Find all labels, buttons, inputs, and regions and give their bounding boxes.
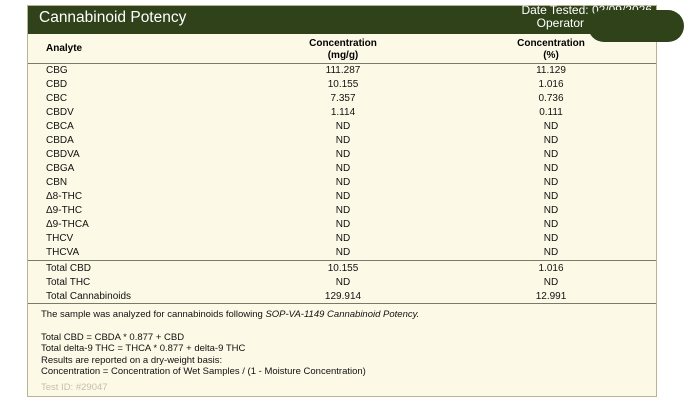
concentration-mg-cell: ND	[335, 247, 351, 258]
concentration-pct-cell: 11.129	[536, 65, 566, 76]
table-row: CBGA ND ND	[28, 162, 656, 176]
column-header-mg-line1: Concentration	[309, 38, 377, 49]
column-header-mg-line2: (mg/g)	[327, 50, 359, 61]
concentration-pct-cell: 0.736	[538, 93, 564, 104]
notes-intro-prefix: The sample was analyzed for cannabinoids…	[41, 309, 266, 320]
analyte-cell: CBN	[46, 177, 68, 188]
concentration-mg-cell: ND	[335, 205, 351, 216]
analyte-cell: CBDVA	[46, 149, 80, 160]
formula-total-thc: Total delta-9 THC = THCA * 0.877 + delta…	[41, 343, 246, 354]
concentration-pct-cell: ND	[543, 191, 559, 202]
table-row: THCV ND ND	[28, 232, 656, 246]
header-divider	[28, 63, 656, 64]
concentration-mg-cell: ND	[335, 149, 351, 160]
table-row: CBG 111.287 11.129	[28, 64, 656, 78]
table-row: CBDV 1.114 0.111	[28, 106, 656, 120]
test-id: Test ID: #29047	[41, 382, 108, 393]
analyte-cell: Total THC	[46, 277, 91, 288]
analyte-cell: Total Cannabinoids	[46, 291, 132, 302]
table-row: CBCA ND ND	[28, 120, 656, 134]
analyte-cell: CBDA	[46, 135, 74, 146]
concentration-pct-cell: ND	[543, 163, 559, 174]
concentration-pct-cell: ND	[543, 177, 559, 188]
report-header: Cannabinoid Potency Date Tested: 02/09/2…	[28, 4, 656, 34]
concentration-mg-cell: 1.114	[330, 107, 356, 118]
redaction-pill	[588, 10, 684, 42]
table-row: Δ8-THC ND ND	[28, 190, 656, 204]
analyte-cell: THCVA	[46, 247, 80, 258]
concentration-mg-cell: 7.357	[330, 93, 356, 104]
analyte-cell: Δ9-THC	[46, 205, 83, 216]
concentration-mg-cell: 10.155	[327, 79, 359, 90]
formula-total-cbd: Total CBD = CBDA * 0.877 + CBD	[41, 331, 185, 343]
concentration-mg-cell: ND	[335, 163, 351, 174]
concentration-pct-cell: 0.111	[539, 107, 563, 118]
notes-divider	[28, 303, 656, 304]
concentration-mg-cell: 129.914	[324, 291, 362, 302]
column-header-analyte: Analyte	[46, 43, 83, 54]
concentration-pct-cell: ND	[543, 233, 559, 244]
analyte-cell: CBDV	[46, 107, 74, 118]
report-title: Cannabinoid Potency	[39, 9, 187, 26]
column-header-pct-line1: Concentration	[517, 38, 585, 49]
table-row: CBN ND ND	[28, 176, 656, 190]
column-header-mg: Concentration (mg/g)	[278, 38, 408, 62]
column-header-pct: Concentration (%)	[486, 38, 616, 62]
concentration-mg-cell: 10.155	[327, 263, 359, 274]
table-row: CBDVA ND ND	[28, 148, 656, 162]
table-row: Total CBD 10.155 1.016	[28, 262, 656, 276]
analyte-cell: Δ8-THC	[46, 191, 83, 202]
table-row: CBD 10.155 1.016	[28, 78, 656, 92]
analyte-cell: CBG	[46, 65, 68, 76]
concentration-pct-cell: 12.991	[535, 291, 567, 302]
concentration-pct-cell: ND	[543, 121, 559, 132]
concentration-pct-cell: 1.016	[538, 79, 564, 90]
concentration-pct-cell: ND	[543, 277, 559, 288]
concentration-mg-cell: ND	[335, 191, 351, 202]
concentration-mg-cell: ND	[335, 219, 351, 230]
table-row: Total THC ND ND	[28, 276, 656, 290]
concentration-mg-cell: ND	[335, 177, 351, 188]
notes-sop: SOP-VA-1149 Cannabinoid Potency.	[265, 309, 420, 320]
analyte-cell: Total CBD	[46, 263, 92, 274]
concentration-mg-cell: ND	[335, 135, 351, 146]
concentration-mg-cell: ND	[335, 277, 351, 288]
analyte-cell: THCV	[46, 233, 74, 244]
notes-intro: The sample was analyzed for cannabinoids…	[41, 309, 419, 321]
concentration-pct-cell: 1.016	[538, 263, 564, 274]
analyte-cell: CBD	[46, 79, 68, 90]
column-header-pct-line2: (%)	[543, 50, 559, 61]
concentration-pct-cell: ND	[543, 149, 559, 160]
notes-concentration: Concentration = Concentration of Wet Sam…	[41, 366, 366, 377]
table-row: Δ9-THC ND ND	[28, 204, 656, 218]
potency-report: Cannabinoid Potency Date Tested: 02/09/2…	[27, 4, 684, 397]
concentration-mg-cell: ND	[335, 121, 351, 132]
notes-basis: Results are reported on a dry-weight bas…	[41, 354, 223, 366]
analyte-cell: CBC	[46, 93, 68, 104]
table-row: THCVA ND ND	[28, 246, 656, 260]
table-row: Δ9-THCA ND ND	[28, 218, 656, 232]
table-row: Total Cannabinoids 129.914 12.991	[28, 290, 656, 304]
analyte-cell: Δ9-THCA	[46, 219, 89, 230]
concentration-pct-cell: ND	[543, 219, 559, 230]
concentration-pct-cell: ND	[543, 205, 559, 216]
concentration-mg-cell: 111.287	[325, 65, 361, 76]
concentration-pct-cell: ND	[543, 247, 559, 258]
concentration-mg-cell: ND	[335, 233, 351, 244]
operator-label: Operator	[536, 16, 584, 30]
notes-section: The sample was analyzed for cannabinoids…	[41, 309, 419, 378]
analyte-cell: CBCA	[46, 121, 74, 132]
analyte-cell: CBGA	[46, 163, 75, 174]
concentration-pct-cell: ND	[543, 135, 559, 146]
totals-divider	[28, 260, 656, 261]
table-row: CBC 7.357 0.736	[28, 92, 656, 106]
table-row: CBDA ND ND	[28, 134, 656, 148]
